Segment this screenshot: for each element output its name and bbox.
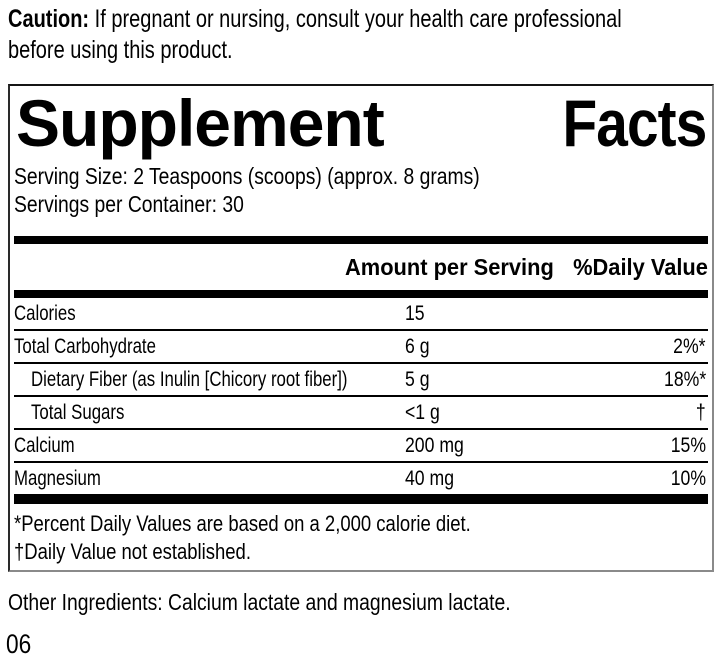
table-row-calcium: Calcium 200 mg 15% bbox=[14, 430, 708, 463]
caution-line-2: before using this product. bbox=[8, 36, 233, 64]
nutrient-name-cell: Calcium bbox=[14, 434, 405, 458]
nutrient-name-cell: Magnesium bbox=[14, 467, 405, 491]
table-row-total-carbohydrate: Total Carbohydrate 6 g 2%* bbox=[14, 331, 708, 364]
amount-value: 5 g bbox=[405, 367, 430, 391]
amount-cell: 6 g bbox=[405, 335, 555, 359]
amount-value: 15 bbox=[405, 301, 425, 325]
amount-value: 200 mg bbox=[405, 433, 464, 457]
amount-value: 6 g bbox=[405, 334, 430, 358]
caution-text: Caution: If pregnant or nursing, consult… bbox=[8, 4, 712, 66]
nutrient-name: Calories bbox=[14, 301, 76, 325]
daily-value: † bbox=[696, 400, 706, 424]
caution-label: Caution: bbox=[8, 5, 90, 33]
serving-size: Serving Size: 2 Teaspoons (scoops) (appr… bbox=[14, 163, 480, 189]
serving-info: Serving Size: 2 Teaspoons (scoops) (appr… bbox=[14, 162, 708, 218]
divider-bar-bottom bbox=[14, 494, 708, 504]
supplement-facts-panel: Supplement Facts Serving Size: 2 Teaspoo… bbox=[8, 84, 714, 572]
daily-value: 2%* bbox=[673, 334, 706, 358]
nutrient-name-cell: Total Sugars bbox=[14, 401, 405, 425]
daily-value-cell: 15% bbox=[555, 434, 708, 458]
caution-line-1-rest: If pregnant or nursing, consult your hea… bbox=[94, 5, 622, 33]
footnote-dagger: †Daily Value not established. bbox=[14, 539, 251, 564]
panel-title-word-2: Facts bbox=[562, 86, 707, 160]
table-row-magnesium: Magnesium 40 mg 10% bbox=[14, 463, 708, 494]
other-ingredients: Other Ingredients: Calcium lactate and m… bbox=[8, 589, 511, 615]
table-row-calories: Calories 15 bbox=[14, 298, 708, 331]
table-row-dietary-fiber: Dietary Fiber (as Inulin [Chicory root f… bbox=[14, 364, 708, 397]
daily-value: 18%* bbox=[663, 367, 706, 391]
daily-value-cell: 10% bbox=[555, 467, 708, 491]
daily-value-header: %Daily Value bbox=[573, 253, 708, 280]
daily-value-cell: 2%* bbox=[555, 335, 708, 359]
table-header: Amount per Serving %Daily Value bbox=[14, 244, 708, 290]
amount-value: 40 mg bbox=[405, 466, 455, 490]
panel-title: Supplement Facts bbox=[14, 86, 708, 160]
divider-bar-top bbox=[14, 236, 708, 244]
nutrient-name-cell: Total Carbohydrate bbox=[14, 335, 405, 359]
amount-cell: 40 mg bbox=[405, 467, 555, 491]
daily-value-cell: 18%* bbox=[555, 368, 708, 392]
nutrient-name: Total Carbohydrate bbox=[14, 334, 156, 358]
divider-bar-header bbox=[14, 290, 708, 298]
amount-cell: 15 bbox=[405, 302, 555, 326]
other-ingredients-line: Other Ingredients: Calcium lactate and m… bbox=[8, 588, 720, 616]
servings-per-container: Servings per Container: 30 bbox=[14, 191, 244, 217]
footnote-daily-values: *Percent Daily Values are based on a 2,0… bbox=[14, 511, 471, 536]
daily-value: 15% bbox=[670, 433, 706, 457]
caution-line-1: Caution: If pregnant or nursing, consult… bbox=[8, 4, 622, 35]
panel-title-word-1: Supplement bbox=[16, 86, 385, 160]
daily-value-cell: † bbox=[555, 401, 708, 425]
nutrient-name: Total Sugars bbox=[31, 400, 125, 424]
daily-value: 10% bbox=[670, 466, 706, 490]
nutrient-name-cell: Calories bbox=[14, 302, 405, 326]
amount-cell: 200 mg bbox=[405, 434, 555, 458]
nutrient-name: Dietary Fiber (as Inulin [Chicory root f… bbox=[31, 367, 348, 391]
amount-value: <1 g bbox=[405, 400, 440, 424]
daily-value-cell bbox=[555, 302, 708, 326]
product-code: 06 bbox=[6, 629, 32, 657]
footnotes: *Percent Daily Values are based on a 2,0… bbox=[14, 504, 708, 568]
servings-per-container-line: Servings per Container: 30 bbox=[14, 190, 708, 218]
amount-per-serving-header: Amount per Serving bbox=[345, 253, 555, 280]
table-row-total-sugars: Total Sugars <1 g † bbox=[14, 397, 708, 430]
serving-size-line: Serving Size: 2 Teaspoons (scoops) (appr… bbox=[14, 162, 708, 190]
amount-cell: <1 g bbox=[405, 401, 555, 425]
nutrient-name: Calcium bbox=[14, 433, 75, 457]
nutrient-name: Magnesium bbox=[14, 466, 101, 490]
amount-cell: 5 g bbox=[405, 368, 555, 392]
nutrient-name-cell: Dietary Fiber (as Inulin [Chicory root f… bbox=[14, 368, 405, 392]
